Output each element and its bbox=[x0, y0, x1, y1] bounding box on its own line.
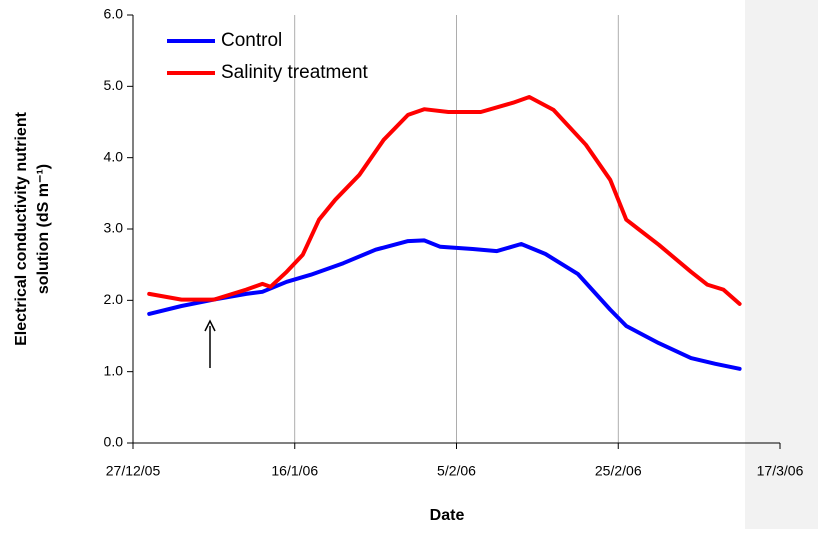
side-panel bbox=[745, 0, 818, 529]
plot bbox=[147, 95, 742, 371]
y-tick-label: 1.0 bbox=[104, 362, 124, 378]
legend-label: Salinity treatment bbox=[221, 62, 369, 83]
x-tick-label: 27/12/05 bbox=[106, 463, 161, 479]
y-tick-label: 5.0 bbox=[104, 77, 124, 93]
y-axis-title-line: solution (dS m⁻¹) bbox=[35, 164, 52, 294]
x-tick-label: 25/2/06 bbox=[595, 463, 642, 479]
y-tick-label: 3.0 bbox=[104, 220, 124, 236]
x-tick-label: 5/2/06 bbox=[437, 463, 476, 479]
arrow bbox=[204, 319, 216, 368]
series-line bbox=[147, 238, 742, 371]
y-tick-label: 0.0 bbox=[104, 434, 124, 450]
legend-label: Control bbox=[221, 30, 282, 51]
y-tick-label: 2.0 bbox=[104, 291, 124, 307]
y-axis-title-line: Electrical conductivity nutrient bbox=[13, 111, 30, 346]
x-tick-label: 16/1/06 bbox=[271, 463, 318, 479]
y-axis-title: Electrical conductivity nutrient solutio… bbox=[13, 111, 52, 346]
y-tick-label: 6.0 bbox=[104, 6, 124, 22]
grid bbox=[294, 15, 619, 443]
x-axis-title: Date bbox=[430, 507, 465, 524]
series-line bbox=[147, 95, 742, 306]
x-tick-label: 17/3/06 bbox=[757, 463, 804, 479]
y-tick-label: 4.0 bbox=[104, 148, 124, 164]
